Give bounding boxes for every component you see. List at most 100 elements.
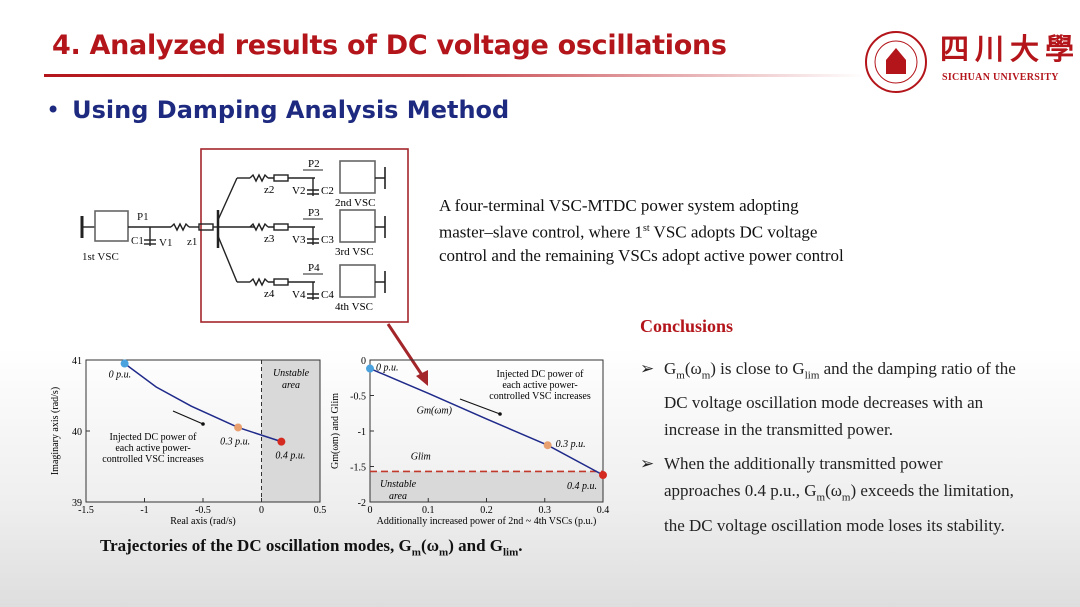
- text-run: (ω: [684, 359, 702, 378]
- annotation-text: each active power-: [115, 443, 190, 454]
- vsc-mtdc-circuit-diagram: P2 V2 C2 z2 2nd VSC P3 V3 C3 z3 3rd VSC P4 V4 C4 z4 4t…: [80, 148, 409, 323]
- text-run: lim: [503, 546, 519, 559]
- voltage-label: V2: [292, 185, 305, 197]
- arrow-bullet-icon: ➢: [640, 454, 655, 474]
- branches: P2 V2 C2 z2 2nd VSC P3 V3 C3 z3 3rd VSC P4 V4 C4 z4 4t…: [249, 158, 386, 313]
- y-axis-label: Gm(ωm) and Glim: [330, 393, 341, 469]
- annotation-text: each active power-: [502, 380, 577, 391]
- conclusion-item: ➢ When the additionally transmitted powe…: [640, 450, 1020, 538]
- system-description: A four-terminal VSC-MTDC power system ad…: [439, 194, 879, 267]
- bullet-marker: •: [46, 96, 61, 124]
- unstable-area: [261, 360, 320, 502]
- vsc1-label: 1st VSC: [82, 251, 119, 263]
- university-seal-icon: [865, 31, 927, 93]
- annotation-text: Injected DC power of: [110, 432, 198, 443]
- capacitor-label: C4: [321, 289, 334, 301]
- annotation-text: Injected DC power of: [497, 369, 585, 380]
- y-tick-label: 0: [361, 356, 366, 367]
- conclusions-list: ➢ Gm(ωm) is close to Glim and the dampin…: [640, 355, 1020, 546]
- vsc-converter-icon: [339, 209, 376, 243]
- y-tick-label: -1.5: [350, 463, 366, 474]
- branch-wire: [249, 222, 315, 232]
- c1-label: C1: [131, 235, 144, 247]
- arrow-bullet-icon: ➢: [640, 359, 655, 378]
- y-tick-label: 41: [72, 356, 82, 367]
- text-run: m: [816, 491, 826, 504]
- damping-coefficient-chart: 0 0.1 0.2 0.3 0.4 0 -0.5 -1 -1.5 -2 Additionally i…: [330, 356, 609, 527]
- text-run: lim: [804, 369, 820, 382]
- point-label: 0 p.u.: [109, 370, 132, 381]
- impedance-symbol: [273, 174, 289, 182]
- text-run: VSC adopts DC voltage: [649, 222, 818, 242]
- x-tick-label: -1.5: [78, 505, 94, 516]
- x-tick-label: -0.5: [195, 505, 211, 516]
- text-run: m: [701, 369, 711, 382]
- x-axis-label: Real axis (rad/s): [170, 516, 236, 527]
- text-run: When the additionally transmitted power …: [664, 454, 943, 501]
- y-tick-label: -2: [358, 498, 366, 509]
- data-point: [543, 441, 552, 450]
- data-point: [366, 364, 374, 373]
- y-axis-label: Imaginary axis (rad/s): [50, 387, 61, 475]
- x-tick-label: 0: [259, 505, 264, 516]
- voltage-label: V4: [292, 289, 306, 301]
- x-tick-label: 0.2: [480, 505, 493, 516]
- vsc-label: 3rd VSC: [335, 246, 374, 258]
- title-underline: [44, 74, 864, 77]
- text-run: m: [841, 491, 851, 504]
- highlight-box: [200, 148, 409, 323]
- point-label: 0.4 p.u.: [567, 481, 597, 492]
- logo-english-name: SICHUAN UNIVERSITY: [942, 72, 1059, 83]
- y-tick-label: 40: [72, 427, 82, 438]
- conclusion-item: ➢ Gm(ωm) is close to Glim and the dampin…: [640, 355, 1020, 443]
- trend-arrow-icon: [172, 410, 204, 425]
- unstable-label: Unstable: [273, 368, 310, 379]
- text-run: Trajectories of the DC oscillation modes…: [100, 536, 412, 555]
- x-tick-label: 0.1: [422, 505, 435, 516]
- vsc-label: 4th VSC: [335, 301, 373, 313]
- data-point: [120, 359, 129, 368]
- voltage-label: V3: [292, 234, 306, 246]
- trajectory-curve: [124, 362, 282, 443]
- description-line: A four-terminal VSC-MTDC power system ad…: [439, 196, 799, 215]
- unstable-area: [370, 471, 603, 502]
- dc-bus: [375, 271, 386, 293]
- unstable-label: area: [389, 491, 407, 502]
- text-run: master–slave control, where 1: [439, 222, 643, 242]
- point-label: 0.3 p.u.: [556, 439, 586, 450]
- capacitor-symbol: [307, 282, 319, 300]
- eigenvalue-trajectory-chart: -1.5 -1 -0.5 0 0.5 39 40 41 Real axis (rad/s) Ima…: [50, 356, 326, 527]
- figure-caption: Trajectories of the DC oscillation modes…: [100, 536, 523, 558]
- vsc-converter-icon: [339, 160, 376, 194]
- x-tick-label: -1: [140, 505, 148, 516]
- power-label: P2: [308, 158, 320, 170]
- text-run: G: [664, 359, 677, 378]
- branch-wire: [249, 173, 315, 183]
- logo-chinese-name: 四川大學: [940, 32, 1080, 66]
- impedance-label: z3: [264, 233, 275, 245]
- point-label: 0 p.u.: [376, 363, 399, 374]
- impedance-label: z2: [264, 184, 274, 196]
- slide-title: 4. Analyzed results of DC voltage oscill…: [52, 30, 727, 61]
- dc-bus: [375, 216, 386, 238]
- capacitor-label: C3: [321, 234, 334, 246]
- data-point: [234, 423, 243, 432]
- z1-label: z1: [187, 236, 197, 248]
- trend-arrow-head: [201, 422, 205, 426]
- text-run: ) exceeds the limitation, the DC voltage…: [664, 481, 1014, 535]
- bullet-text: Using Damping Analysis Method: [72, 96, 510, 124]
- glim-label: Glim: [411, 451, 431, 462]
- x-tick-label: 0: [368, 505, 373, 516]
- conclusions-heading: Conclusions: [640, 316, 734, 336]
- annotation-text: controlled VSC increases: [489, 391, 591, 402]
- data-point: [277, 437, 286, 446]
- data-point: [599, 471, 607, 480]
- text-run: and the damping ratio of the DC voltage …: [664, 359, 1016, 440]
- point-label: 0.4 p.u.: [275, 451, 305, 462]
- section-bullet: • Using Damping Analysis Method: [46, 96, 509, 124]
- capacitor-label: C2: [321, 185, 334, 197]
- trend-arrow-icon: [459, 398, 501, 415]
- vsc-converter-icon: [339, 264, 376, 298]
- unstable-label: Unstable: [380, 479, 417, 490]
- text-run: .: [518, 536, 523, 555]
